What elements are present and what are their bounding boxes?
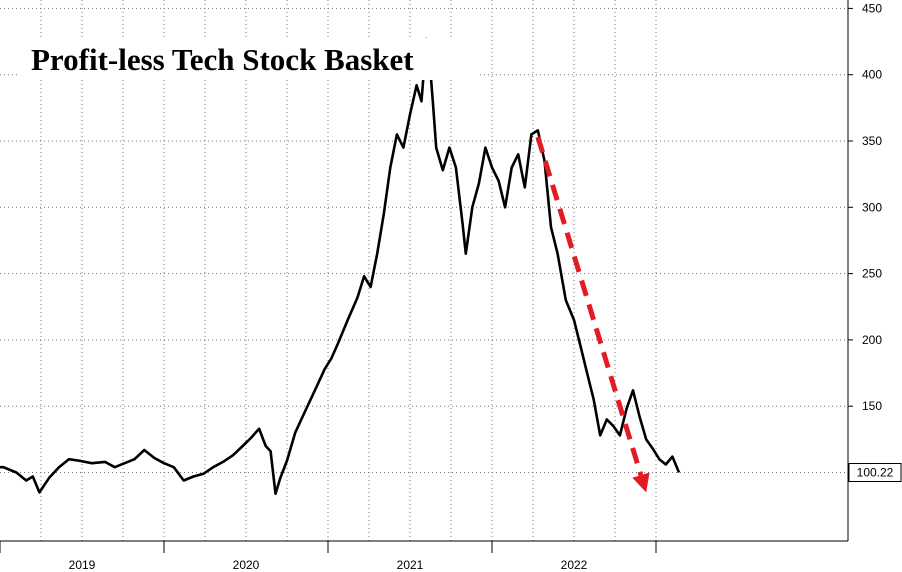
title-background: [18, 38, 478, 80]
trend-arrow-head: [632, 472, 650, 493]
x-tick-label: 2022: [561, 558, 588, 572]
y-tick-label: 200: [862, 333, 882, 347]
last-value-box: [848, 463, 902, 482]
chart-title: Profit-less Tech Stock Basket: [31, 42, 414, 77]
annotation-layer: [535, 136, 650, 493]
series-layer: [0, 37, 681, 495]
axes: 1502002503003504004502018201920202021202…: [0, 0, 882, 572]
last-value-label: 100.22: [857, 466, 894, 480]
label-layer: 100.22: [848, 463, 902, 482]
x-tick-label: 2019: [69, 558, 96, 572]
y-tick-label: 300: [862, 200, 882, 214]
x-tick-label: 2021: [397, 558, 424, 572]
trend-arrow-line: [535, 136, 644, 476]
y-tick-label: 150: [862, 399, 882, 413]
series-line: [0, 37, 681, 495]
y-tick-label: 350: [862, 134, 882, 148]
y-tick-label: 250: [862, 267, 882, 281]
x-tick-label: 2020: [233, 558, 260, 572]
y-tick-label: 450: [862, 1, 882, 15]
y-tick-label: 400: [862, 68, 882, 82]
